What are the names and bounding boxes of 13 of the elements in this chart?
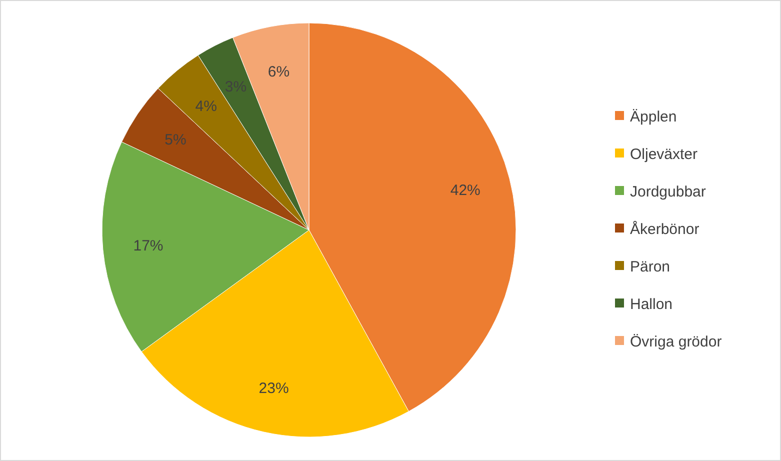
data-label: 5% xyxy=(164,131,186,148)
legend-label: Övriga grödor xyxy=(630,333,722,350)
legend-label: Äpplen xyxy=(630,108,677,126)
legend-label: Jordgubbar xyxy=(630,183,706,200)
legend-label: Oljeväxter xyxy=(630,146,698,163)
data-label: 4% xyxy=(195,98,217,115)
data-label: 23% xyxy=(258,380,289,397)
legend-label: Hallon xyxy=(630,296,673,313)
data-label: 17% xyxy=(133,237,164,254)
legend-label: Päron xyxy=(630,258,670,276)
data-label: 42% xyxy=(450,182,480,200)
legend-label: Åkerbönor xyxy=(630,220,700,238)
data-label: 6% xyxy=(268,64,290,81)
